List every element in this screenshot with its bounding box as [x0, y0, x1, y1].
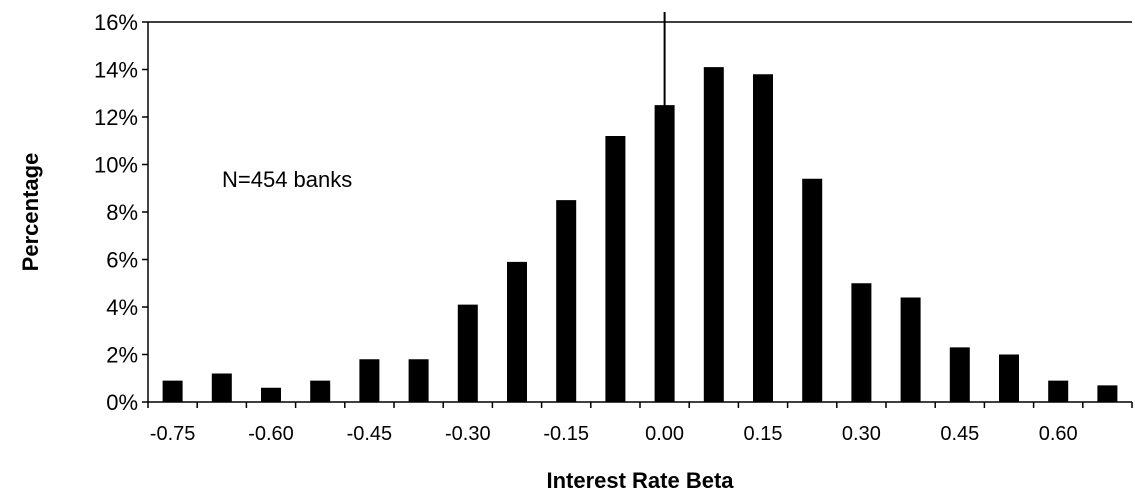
- y-tick-label: 6%: [106, 248, 138, 273]
- y-axis-title: Percentage: [18, 153, 43, 272]
- bar: [703, 67, 724, 402]
- y-tick-label: 4%: [106, 295, 138, 320]
- bar: [605, 136, 626, 402]
- x-tick-label: 0.15: [744, 423, 783, 445]
- x-tick-label: 0.30: [842, 423, 881, 445]
- y-tick-label: 2%: [106, 343, 138, 368]
- y-tick-label: 10%: [94, 153, 138, 178]
- x-axis-title: Interest Rate Beta: [546, 468, 734, 493]
- bar: [753, 74, 773, 402]
- bar: [261, 387, 281, 402]
- y-tick-label: 14%: [94, 58, 138, 83]
- x-tick-label: 0.60: [1039, 423, 1078, 445]
- x-tick-label: -0.75: [150, 423, 196, 445]
- x-tick-label: -0.30: [445, 423, 491, 445]
- bar: [1048, 380, 1069, 402]
- y-tick-label: 16%: [94, 10, 138, 35]
- x-axis-ticks: -0.75 -0.60 -0.45 -0.30 -0.15 0.00 0.15 0.30 0.4…: [147, 402, 1133, 445]
- bar: [162, 380, 183, 402]
- y-tick-label: 8%: [106, 200, 138, 225]
- x-tick-label: 0.45: [940, 423, 979, 445]
- x-tick-label: 0.00: [645, 423, 684, 445]
- sample-size-annotation: N=454 banks: [222, 167, 352, 192]
- y-axis-ticks: 0% 2% 4% 6% 8% 10% 12% 14% 16%: [94, 10, 148, 415]
- bar: [457, 304, 478, 402]
- bars: [162, 67, 1118, 402]
- bar: [900, 297, 921, 402]
- bar: [999, 354, 1019, 402]
- bar: [556, 200, 577, 402]
- bar: [211, 373, 232, 402]
- bar: [1097, 385, 1118, 402]
- x-tick-label: -0.45: [347, 423, 393, 445]
- y-tick-label: 0%: [106, 390, 138, 415]
- bar: [507, 261, 527, 402]
- bar: [359, 359, 380, 402]
- y-tick-label: 12%: [94, 105, 138, 130]
- x-tick-label: -0.60: [248, 423, 294, 445]
- bar: [949, 347, 970, 402]
- bar: [408, 359, 429, 402]
- bar: [802, 178, 823, 402]
- x-tick-label: -0.15: [543, 423, 589, 445]
- plot-area: [147, 21, 1132, 403]
- bar: [310, 380, 331, 402]
- bar: [851, 283, 872, 402]
